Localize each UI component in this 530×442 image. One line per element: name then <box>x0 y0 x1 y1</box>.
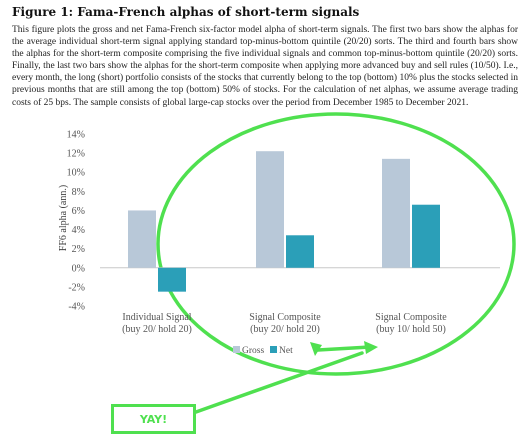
category-label: (buy 10/ hold 50) <box>376 324 446 335</box>
yay-annotation-box: YAY! <box>111 404 196 434</box>
category-labels: Individual Signal(buy 20/ hold 20)Signal… <box>122 312 447 335</box>
y-axis-ticks: -4% -2% 0% 2% 4% 6% 8% 10% 12% 14% <box>67 130 85 313</box>
legend-gross-label: Gross <box>242 346 264 356</box>
y-tick-label: 14% <box>67 130 85 141</box>
figure-caption: This figure plots the gross and net Fama… <box>12 25 518 108</box>
bar-net <box>412 204 440 268</box>
figure-title: Figure 1: Fama-French alphas of short-te… <box>12 5 360 19</box>
legend-net-swatch <box>270 346 277 353</box>
y-tick-label: 6% <box>72 206 85 217</box>
highlight-circle <box>156 112 516 376</box>
arrow-from-yay <box>194 351 364 414</box>
bar-gross <box>256 151 284 268</box>
y-tick-label: 0% <box>72 263 85 274</box>
y-tick-label: 8% <box>72 187 85 198</box>
y-tick-label: 12% <box>67 149 85 160</box>
bar-net <box>286 235 314 268</box>
bar-gross <box>128 210 156 268</box>
bar-net <box>158 267 186 292</box>
y-axis-label: FF6 alpha (ann.) <box>58 185 69 251</box>
y-tick-label: 4% <box>72 225 85 236</box>
legend: Gross Net <box>233 346 293 356</box>
yay-annotation-text: YAY! <box>139 412 168 426</box>
bar-gross <box>382 158 410 268</box>
category-label: Signal Composite <box>375 312 447 323</box>
legend-net-label: Net <box>279 346 293 356</box>
category-label: Signal Composite <box>249 312 321 323</box>
category-label: (buy 20/ hold 20) <box>122 324 192 335</box>
y-tick-label: 10% <box>67 168 85 179</box>
category-label: Individual Signal <box>122 312 191 323</box>
y-tick-label: -4% <box>68 302 85 313</box>
category-label: (buy 20/ hold 20) <box>250 324 320 335</box>
bars <box>128 151 440 292</box>
arrow-to-chart <box>310 341 378 356</box>
legend-gross-swatch <box>233 346 240 353</box>
y-tick-label: 2% <box>72 244 85 255</box>
y-tick-label: -2% <box>68 282 85 293</box>
